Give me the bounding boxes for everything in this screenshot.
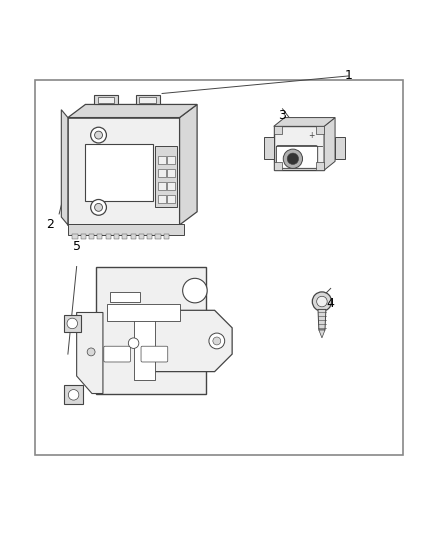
FancyBboxPatch shape [158, 156, 166, 164]
Polygon shape [318, 310, 326, 330]
Polygon shape [180, 104, 197, 225]
FancyBboxPatch shape [89, 233, 94, 239]
Circle shape [87, 348, 95, 356]
FancyBboxPatch shape [136, 95, 160, 104]
Circle shape [287, 153, 299, 165]
FancyBboxPatch shape [167, 169, 175, 177]
Text: 1: 1 [344, 69, 352, 83]
FancyBboxPatch shape [167, 182, 175, 190]
FancyBboxPatch shape [97, 233, 102, 239]
Text: 3: 3 [279, 109, 286, 122]
FancyBboxPatch shape [274, 126, 282, 134]
Circle shape [317, 296, 327, 307]
FancyBboxPatch shape [68, 118, 180, 225]
FancyBboxPatch shape [85, 144, 153, 201]
FancyBboxPatch shape [35, 80, 403, 455]
Circle shape [213, 337, 221, 345]
Circle shape [68, 390, 79, 400]
FancyBboxPatch shape [164, 233, 169, 239]
FancyBboxPatch shape [68, 224, 184, 235]
FancyBboxPatch shape [167, 195, 175, 203]
FancyBboxPatch shape [131, 233, 136, 239]
Circle shape [95, 204, 102, 211]
FancyBboxPatch shape [96, 266, 206, 393]
FancyBboxPatch shape [316, 162, 324, 170]
FancyBboxPatch shape [316, 126, 324, 134]
FancyBboxPatch shape [139, 96, 156, 103]
FancyBboxPatch shape [122, 233, 127, 239]
Circle shape [128, 338, 139, 349]
FancyBboxPatch shape [167, 156, 175, 164]
FancyBboxPatch shape [276, 146, 318, 168]
FancyBboxPatch shape [264, 138, 274, 159]
FancyBboxPatch shape [72, 233, 78, 239]
FancyBboxPatch shape [139, 233, 144, 239]
Circle shape [283, 149, 303, 168]
Polygon shape [319, 330, 325, 338]
FancyBboxPatch shape [64, 314, 81, 332]
FancyBboxPatch shape [104, 346, 131, 362]
Text: +: + [308, 132, 315, 141]
Circle shape [91, 199, 106, 215]
Circle shape [91, 127, 106, 143]
FancyBboxPatch shape [158, 195, 166, 203]
FancyBboxPatch shape [274, 162, 282, 170]
FancyBboxPatch shape [114, 233, 119, 239]
FancyBboxPatch shape [155, 146, 177, 207]
FancyBboxPatch shape [158, 182, 166, 190]
FancyBboxPatch shape [106, 233, 111, 239]
FancyBboxPatch shape [94, 95, 118, 104]
Polygon shape [324, 118, 335, 170]
FancyBboxPatch shape [141, 346, 168, 362]
FancyBboxPatch shape [110, 292, 140, 302]
Circle shape [95, 131, 102, 139]
FancyBboxPatch shape [134, 308, 155, 381]
Polygon shape [145, 310, 232, 372]
Circle shape [183, 278, 207, 303]
FancyBboxPatch shape [335, 138, 345, 159]
Polygon shape [77, 312, 103, 393]
Text: 2: 2 [46, 219, 54, 231]
Text: 4: 4 [327, 297, 335, 310]
Circle shape [67, 318, 78, 329]
FancyBboxPatch shape [274, 126, 324, 170]
FancyBboxPatch shape [107, 304, 180, 321]
Polygon shape [274, 118, 335, 126]
FancyBboxPatch shape [155, 233, 161, 239]
FancyBboxPatch shape [158, 169, 166, 177]
Polygon shape [68, 104, 197, 118]
Circle shape [312, 292, 332, 311]
Text: 5: 5 [73, 240, 81, 253]
FancyBboxPatch shape [147, 233, 152, 239]
Circle shape [209, 333, 225, 349]
FancyBboxPatch shape [98, 96, 114, 103]
Polygon shape [61, 110, 68, 225]
FancyBboxPatch shape [81, 233, 86, 239]
FancyBboxPatch shape [64, 385, 83, 405]
